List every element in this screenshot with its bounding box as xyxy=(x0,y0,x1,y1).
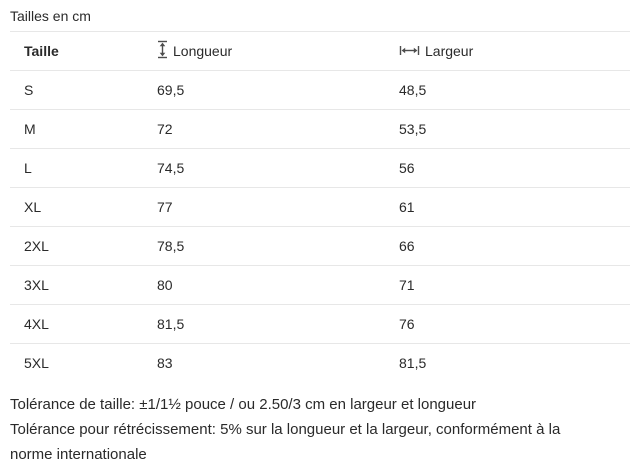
header-size: Taille xyxy=(24,43,59,59)
size-cell: M xyxy=(24,121,36,137)
length-cell: 69,5 xyxy=(157,82,185,98)
width-cell: 53,5 xyxy=(399,121,427,137)
length-cell: 74,5 xyxy=(157,160,185,176)
size-cell: XL xyxy=(24,199,42,215)
table-body: S 69,5 48,5 M 72 53,5 L 74,5 56 XL 77 61… xyxy=(10,71,630,383)
length-cell: 77 xyxy=(157,199,173,215)
size-cell: L xyxy=(24,160,32,176)
width-cell: 71 xyxy=(399,277,415,293)
chart-title: Tailles en cm xyxy=(10,8,91,24)
length-cell: 72 xyxy=(157,121,173,137)
table-row: S 69,5 48,5 xyxy=(10,71,630,110)
table-row: 3XL 80 71 xyxy=(10,266,630,305)
width-cell: 48,5 xyxy=(399,82,427,98)
vertical-double-arrow-icon xyxy=(157,40,168,62)
header-length-label: Longueur xyxy=(173,43,233,59)
size-table: Taille Longueur xyxy=(10,31,630,382)
size-cell: 2XL xyxy=(24,238,49,254)
tolerance-size-note: Tolérance de taille: ±1/1½ pouce / ou 2.… xyxy=(10,396,477,413)
table-header: Taille Longueur xyxy=(10,31,630,71)
table-row: L 74,5 56 xyxy=(10,149,630,188)
size-cell: 4XL xyxy=(24,316,49,332)
table-row: XL 77 61 xyxy=(10,188,630,227)
table-row: 4XL 81,5 76 xyxy=(10,305,630,344)
horizontal-double-arrow-icon xyxy=(399,43,420,59)
length-cell: 78,5 xyxy=(157,238,185,254)
tolerance-notes: Tolérance de taille: ±1/1½ pouce / ou 2.… xyxy=(10,392,606,467)
width-cell: 76 xyxy=(399,316,415,332)
length-cell: 81,5 xyxy=(157,316,185,332)
size-cell: 3XL xyxy=(24,277,49,293)
header-width-label: Largeur xyxy=(425,43,474,59)
header-row: Taille Longueur xyxy=(10,31,630,71)
width-cell: 81,5 xyxy=(399,355,427,371)
length-cell: 80 xyxy=(157,277,173,293)
table-row: 2XL 78,5 66 xyxy=(10,227,630,266)
table-row: M 72 53,5 xyxy=(10,110,630,149)
width-cell: 66 xyxy=(399,238,415,254)
size-cell: 5XL xyxy=(24,355,49,371)
table-row: 5XL 83 81,5 xyxy=(10,344,630,383)
length-cell: 83 xyxy=(157,355,173,371)
tolerance-shrink-note: Tolérance pour rétrécissement: 5% sur la… xyxy=(10,421,561,463)
header-length: Longueur xyxy=(157,32,399,71)
width-cell: 56 xyxy=(399,160,415,176)
header-width: Largeur xyxy=(399,32,630,71)
width-cell: 61 xyxy=(399,199,415,215)
size-cell: S xyxy=(24,82,34,98)
